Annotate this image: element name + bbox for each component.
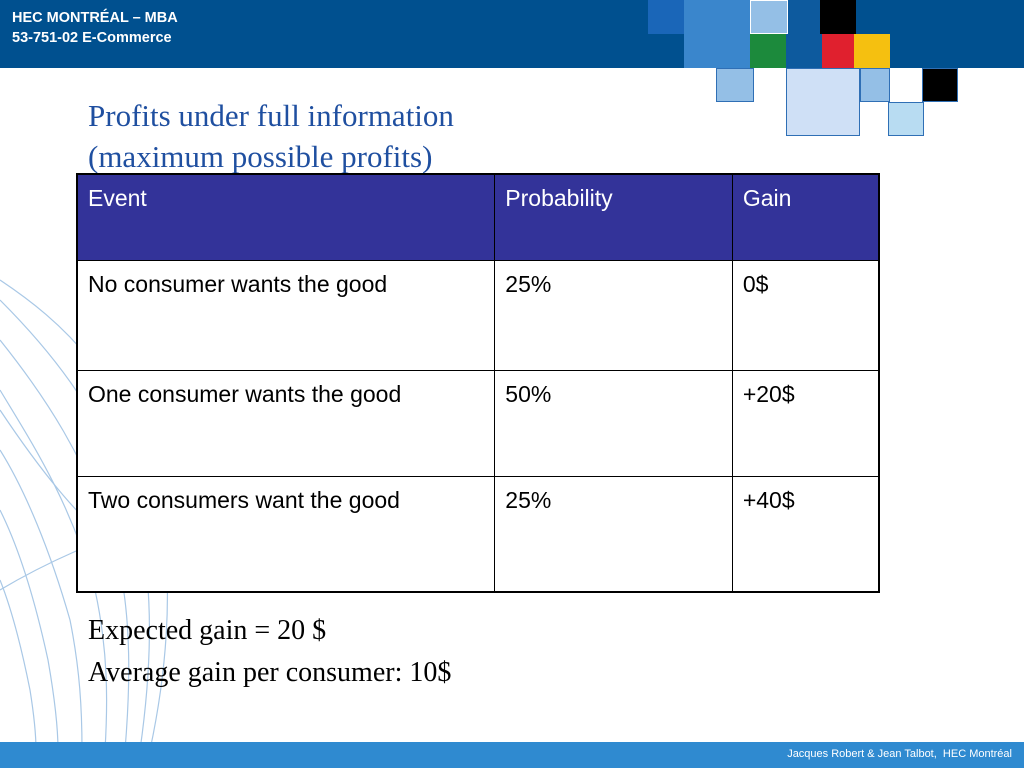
title-line-1: Profits under full information [88, 98, 454, 133]
mosaic-square [648, 0, 684, 34]
header-course-line: 53-751-02 E-Commerce [12, 30, 172, 46]
mosaic-square [750, 34, 786, 68]
slide-title: Profits under full information (maximum … [88, 95, 454, 177]
table-header-row: Event Probability Gain [76, 173, 880, 261]
probability-cell: 25% [494, 259, 733, 371]
average-gain-line: Average gain per consumer: 10$ [88, 657, 452, 688]
mosaic-square [716, 68, 754, 102]
mosaic-square [786, 34, 822, 68]
footer-credit: Jacques Robert & Jean Talbot, HEC Montré… [787, 748, 1012, 760]
header-school-line: HEC MONTRÉAL – MBA [12, 10, 178, 26]
mosaic-square [788, 0, 820, 34]
gain-cell: +40$ [731, 475, 880, 593]
mosaic-square [820, 0, 856, 34]
probability-cell: 25% [494, 475, 733, 593]
event-cell: No consumer wants the good [76, 259, 496, 371]
gain-cell: 0$ [731, 259, 880, 371]
footer-band: Jacques Robert & Jean Talbot, HEC Montré… [0, 742, 1024, 768]
gain-cell: +20$ [731, 369, 880, 477]
column-header-probability: Probability [494, 173, 733, 261]
column-header-event: Event [76, 173, 496, 261]
table-row: Two consumers want the good 25% +40$ [76, 475, 880, 593]
table-row: No consumer wants the good 25% 0$ [76, 259, 880, 371]
mosaic-square [860, 68, 890, 102]
summary-text: Expected gain = 20 $ Average gain per co… [88, 610, 451, 694]
expected-gain-line: Expected gain = 20 $ [88, 615, 327, 646]
event-cell: One consumer wants the good [76, 369, 496, 477]
mosaic-square [750, 0, 788, 34]
column-header-gain: Gain [731, 173, 880, 261]
mosaic-square [888, 102, 924, 136]
mosaic-square [922, 68, 958, 102]
probability-cell: 50% [494, 369, 733, 477]
course-header: HEC MONTRÉAL – MBA 53-751-02 E-Commerce [12, 8, 178, 48]
mosaic-square [822, 34, 854, 68]
title-line-2: (maximum possible profits) [88, 139, 433, 174]
table-row: One consumer wants the good 50% +20$ [76, 369, 880, 477]
mosaic-square [854, 34, 890, 68]
mosaic-square [786, 68, 860, 136]
event-cell: Two consumers want the good [76, 475, 496, 593]
mosaic-square [684, 0, 750, 68]
probability-table: Event Probability Gain No consumer wants… [76, 173, 880, 593]
